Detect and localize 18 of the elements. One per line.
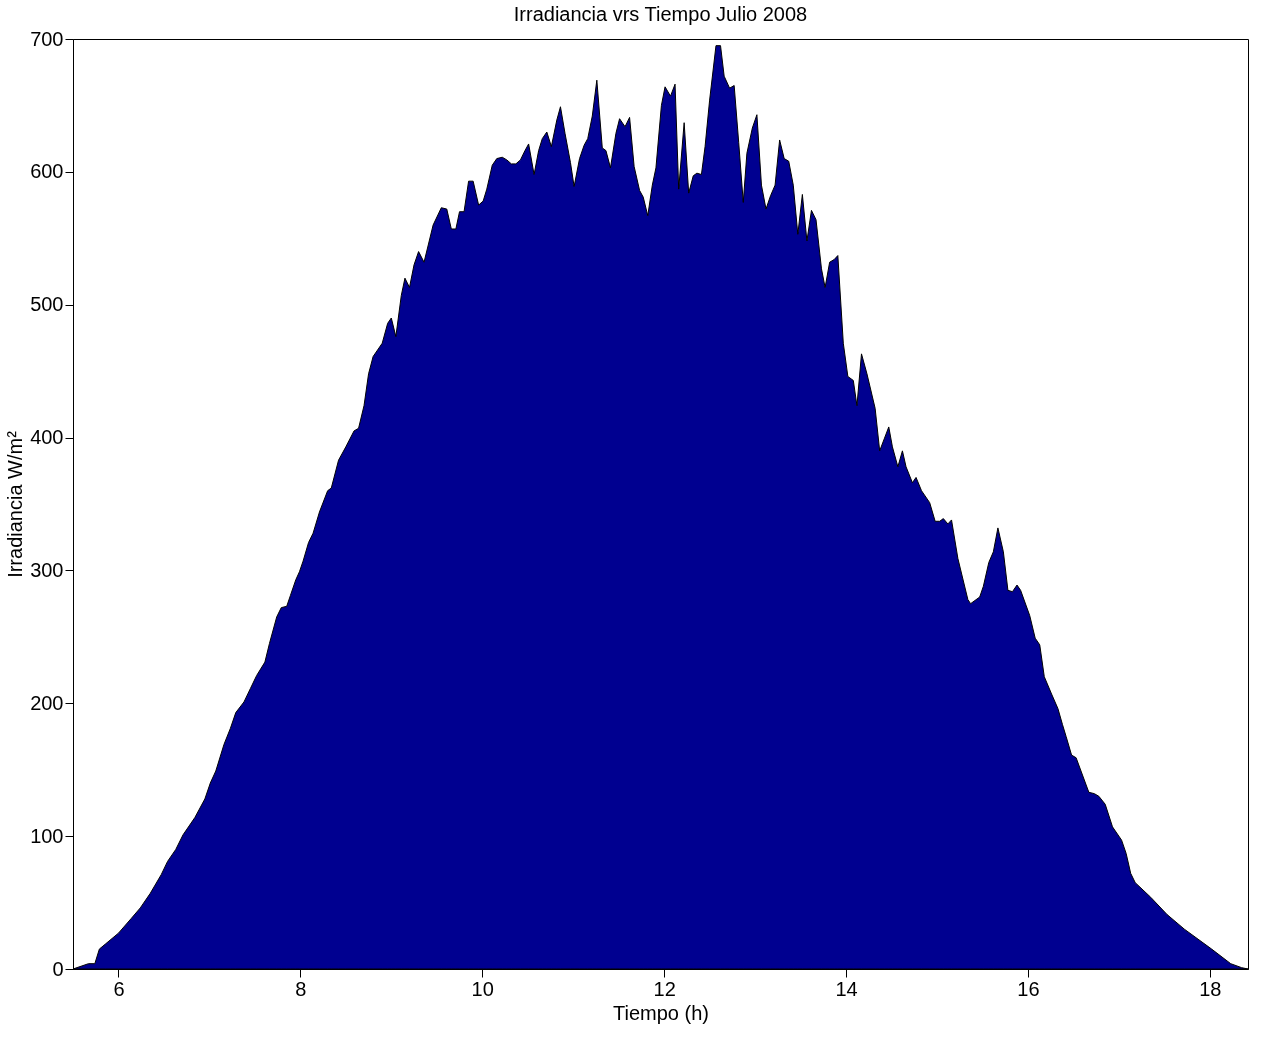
chart-title: Irradiancia vrs Tiempo Julio 2008 — [513, 3, 808, 25]
x-tick-label: 12 — [653, 977, 676, 1000]
y-tick-label: 500 — [30, 293, 64, 316]
x-tick-label: 18 — [1199, 977, 1222, 1000]
y-tick-label: 400 — [30, 426, 64, 449]
y-tick-label: 200 — [30, 691, 64, 714]
x-tick-label: 6 — [113, 977, 125, 1000]
y-tick-label: 100 — [30, 824, 64, 847]
y-axis-title: Irradiancia W/m² — [4, 430, 27, 578]
y-tick-label: 300 — [30, 558, 64, 581]
y-tick-label: 0 — [52, 957, 64, 980]
x-tick-label: 8 — [295, 977, 307, 1000]
y-tick-label: 700 — [30, 27, 64, 50]
x-tick-label: 10 — [471, 977, 494, 1000]
x-axis-title: Tiempo (h) — [613, 1001, 709, 1024]
x-tick-label: 16 — [1017, 977, 1040, 1000]
x-tick-label: 14 — [835, 977, 858, 1000]
y-tick-label: 600 — [30, 160, 64, 183]
